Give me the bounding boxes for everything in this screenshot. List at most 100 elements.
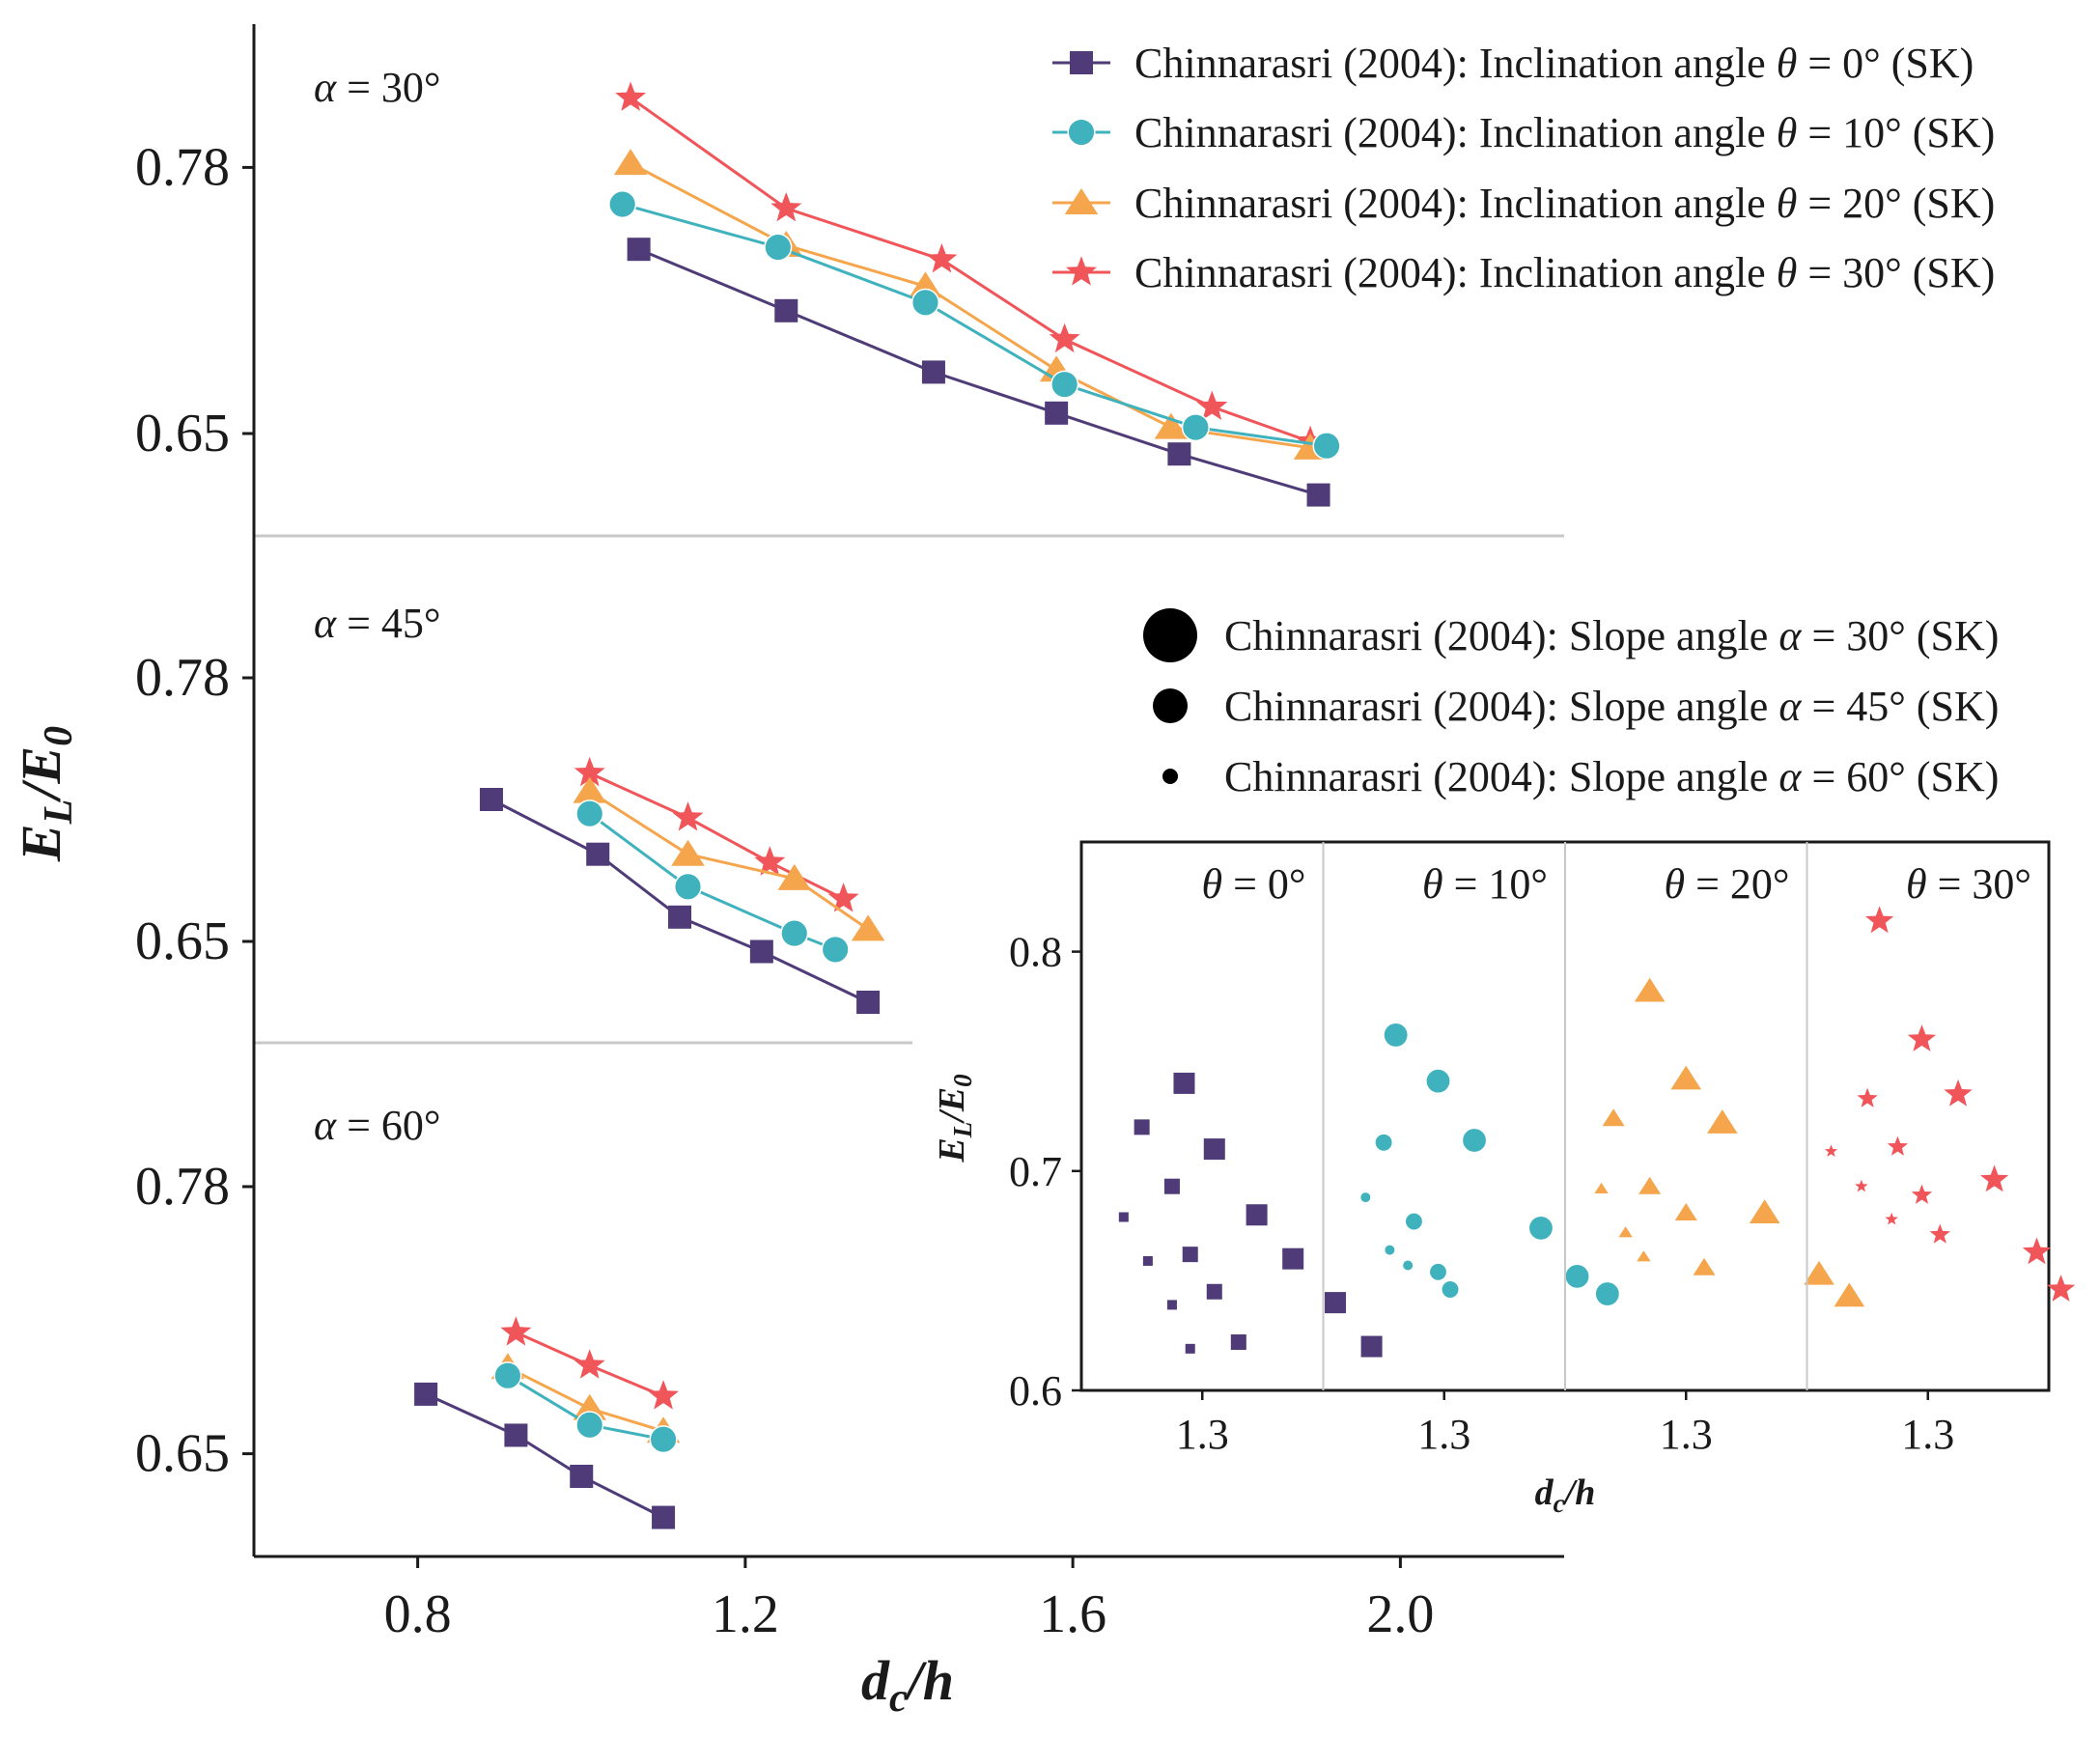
y-tick-label: 0.78 (135, 1157, 230, 1217)
legend-theta-label: Chinnarasri (2004): Inclination angle θ … (1134, 249, 1995, 296)
y-axis-label: EL/E0 (10, 726, 81, 862)
inset-point-theta-0 (1118, 1212, 1129, 1222)
inset-y-axis-label: EL/E0 (932, 1074, 977, 1163)
inset-point-theta-0 (1246, 1204, 1268, 1226)
inset-point-theta-30 (1907, 1024, 1937, 1051)
inset-point-theta-0 (1166, 1300, 1177, 1310)
legend-marker-square (1070, 51, 1093, 74)
inset-point-theta-0 (1206, 1283, 1222, 1300)
data-point-theta-10 (575, 1411, 604, 1440)
x-tick-label: 1.6 (1039, 1584, 1106, 1644)
inset-point-theta-20 (1749, 1199, 1780, 1223)
data-point-theta-10 (1050, 370, 1079, 399)
inset-facet-label: θ = 30° (1906, 860, 2031, 908)
inset-x-tick-label: 1.3 (1176, 1411, 1229, 1458)
legend-marker-circle (1067, 118, 1096, 147)
data-point-theta-10 (910, 288, 940, 317)
data-point-theta-0 (749, 939, 773, 964)
data-point-theta-30 (1196, 390, 1228, 420)
data-point-theta-30 (926, 243, 958, 273)
inset-y-tick-label: 0.8 (1009, 929, 1062, 976)
series-line-theta-0 (638, 247, 1320, 497)
series-line-theta-10 (588, 812, 836, 951)
inset-point-theta-10 (1594, 1280, 1621, 1307)
inset-point-theta-30 (1944, 1079, 1973, 1107)
data-point-theta-30 (615, 81, 647, 111)
inset-point-theta-10 (1383, 1022, 1410, 1049)
series-line-theta-30 (589, 771, 845, 901)
inset-point-theta-10 (1374, 1133, 1394, 1153)
inset-point-theta-20 (1674, 1202, 1697, 1220)
legend-size-marker (1162, 769, 1178, 784)
panel-label-alpha: α = 45° (314, 600, 441, 647)
inset-point-theta-30 (1911, 1184, 1933, 1204)
legend-marker-triangle (1064, 188, 1099, 214)
x-tick-label: 1.2 (712, 1584, 779, 1644)
inset-point-theta-0 (1325, 1292, 1347, 1314)
data-point-theta-20 (1154, 412, 1189, 439)
data-point-theta-0 (652, 1505, 676, 1529)
inset-point-theta-10 (1441, 1279, 1460, 1300)
data-point-theta-10 (1312, 432, 1341, 461)
inset-point-theta-0 (1360, 1335, 1383, 1358)
inset-y-tick-label: 0.7 (1009, 1148, 1062, 1195)
inset-point-theta-30 (1929, 1223, 1950, 1244)
data-point-theta-10 (575, 799, 604, 828)
data-point-theta-30 (770, 192, 802, 222)
panel-label-alpha: α = 30° (314, 64, 441, 111)
data-point-theta-20 (777, 863, 812, 890)
inset-point-theta-0 (1182, 1247, 1198, 1263)
inset-point-theta-30 (1824, 1144, 1838, 1157)
data-point-theta-10 (780, 919, 809, 948)
data-point-theta-10 (1181, 413, 1210, 442)
x-axis-label: dc/h (861, 1649, 954, 1721)
y-tick-label: 0.78 (135, 648, 230, 708)
panel-label-alpha: α = 60° (314, 1102, 441, 1149)
inset-point-theta-0 (1230, 1334, 1246, 1351)
inset-x-tick-label: 1.3 (1417, 1411, 1470, 1458)
inset-x-tick-label: 1.3 (1901, 1411, 1954, 1458)
x-tick-label: 0.8 (384, 1584, 452, 1644)
data-point-theta-10 (673, 872, 703, 901)
inset-point-theta-30 (2022, 1237, 2052, 1265)
data-point-theta-20 (573, 776, 606, 803)
inset-point-theta-0 (1185, 1343, 1195, 1354)
data-point-theta-20 (671, 839, 705, 866)
inset-point-theta-0 (1203, 1138, 1225, 1161)
data-point-theta-10 (764, 233, 793, 262)
inset-point-theta-10 (1425, 1068, 1451, 1095)
legend-size-marker (1143, 608, 1197, 662)
series-line-theta-10 (622, 203, 1328, 448)
data-point-theta-30 (500, 1316, 532, 1346)
inset-point-theta-30 (1865, 906, 1894, 934)
data-point-theta-30 (672, 801, 704, 831)
data-point-theta-0 (479, 788, 503, 811)
inset-point-theta-10 (1383, 1244, 1396, 1257)
inset-point-theta-10 (1461, 1127, 1488, 1154)
data-point-theta-0 (586, 842, 610, 866)
inset-point-theta-30 (1980, 1164, 2009, 1192)
inset-point-theta-10 (1404, 1212, 1424, 1232)
data-point-theta-0 (921, 360, 945, 384)
inset-point-theta-20 (1670, 1065, 1702, 1090)
inset-point-theta-10 (1428, 1262, 1448, 1282)
legend-size-marker (1153, 688, 1188, 723)
inset-facet-label: θ = 20° (1664, 860, 1789, 908)
x-tick-label: 2.0 (1366, 1584, 1434, 1644)
data-point-theta-0 (504, 1423, 528, 1447)
data-point-theta-0 (668, 905, 692, 929)
inset-facet-label: θ = 0° (1201, 860, 1305, 908)
inset-point-theta-20 (1707, 1109, 1738, 1134)
inset-point-theta-20 (1594, 1182, 1609, 1193)
inset-facet-label: θ = 10° (1422, 860, 1548, 908)
inset-point-theta-0 (1134, 1119, 1150, 1135)
y-tick-label: 0.78 (135, 137, 230, 197)
data-point-theta-30 (574, 1349, 605, 1379)
inset-point-theta-30 (1885, 1212, 1898, 1225)
data-point-theta-10 (821, 935, 850, 964)
data-point-theta-20 (573, 1393, 606, 1420)
data-point-theta-30 (754, 846, 786, 876)
inset-y-tick-label: 0.6 (1009, 1367, 1062, 1415)
inset-point-theta-10 (1401, 1258, 1414, 1272)
data-point-theta-30 (574, 756, 605, 787)
